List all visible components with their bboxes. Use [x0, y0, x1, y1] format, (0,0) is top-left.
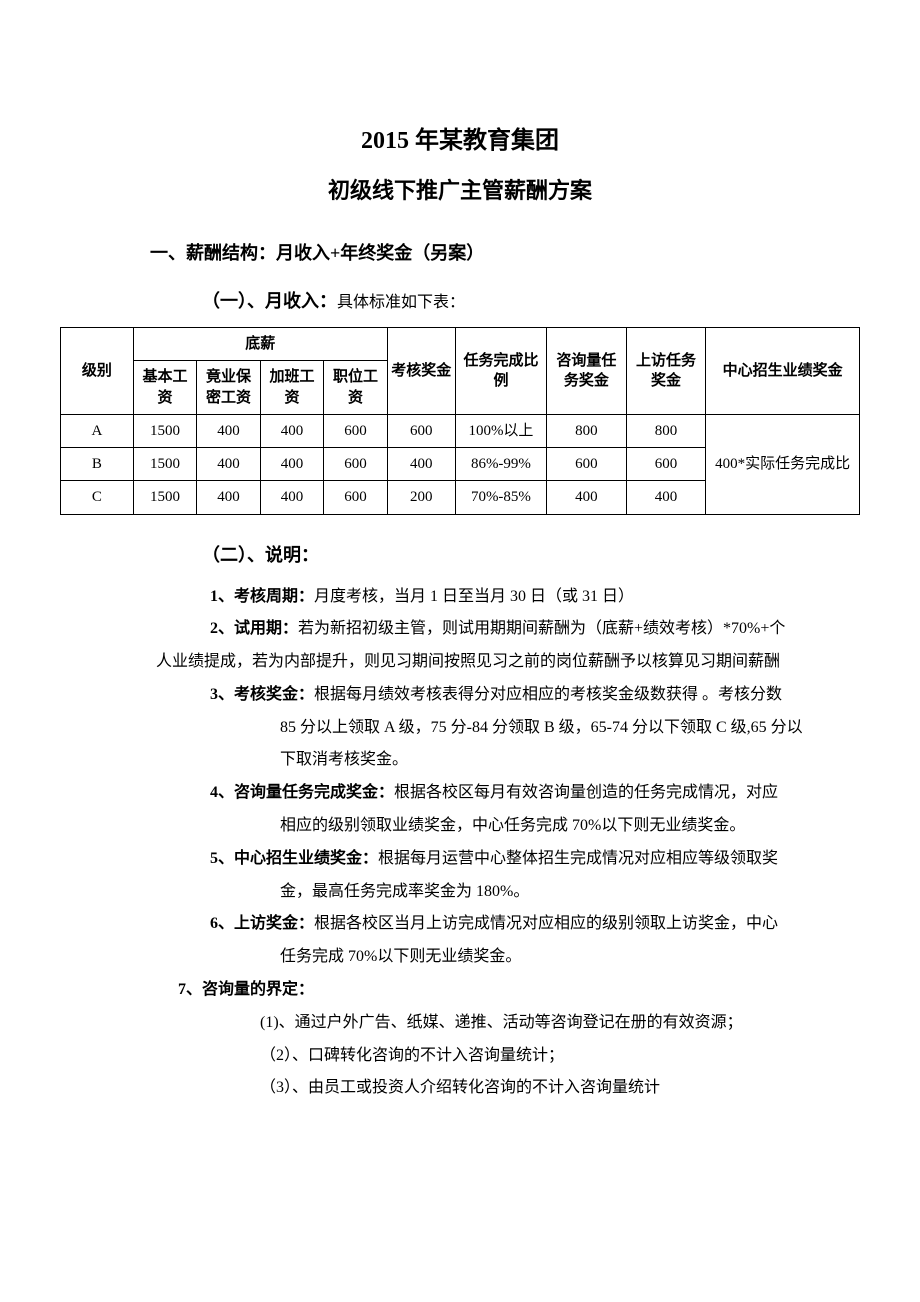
cell-overtime: 400	[260, 414, 324, 447]
note-2-text-a: 若为新招初级主管，则试用期期间薪酬为（底薪+绩效考核）*70%+个	[298, 620, 785, 637]
th-visit: 上访任务奖金	[626, 328, 706, 415]
note-7-label: 7、咨询量的界定：	[178, 981, 314, 998]
sub2-label: （二）、说明：	[202, 545, 319, 565]
note-7-b: （2）、口碑转化咨询的不计入咨询量统计；	[260, 1040, 860, 1073]
salary-table: 级别 底薪 考核奖金 任务完成比例 咨询量任务奖金 上访任务奖金 中心招生业绩奖…	[60, 327, 860, 515]
th-assess: 考核奖金	[387, 328, 455, 415]
cell-position: 600	[324, 414, 388, 447]
note-2-label: 2、试用期：	[210, 620, 298, 637]
note-7-heading: 7、咨询量的界定：	[178, 974, 860, 1007]
doc-subtitle: 初级线下推广主管薪酬方案	[60, 173, 860, 205]
cell-secrecy: 400	[197, 414, 261, 447]
note-4-line-a: 4、咨询量任务完成奖金：根据各校区每月有效咨询量创造的任务完成情况，对应	[210, 777, 860, 810]
note-7-a: (1)、通过户外广告、纸媒、递推、活动等咨询登记在册的有效资源；	[260, 1007, 860, 1040]
note-5-text-a: 根据每月运营中心整体招生完成情况对应相应等级领取奖	[378, 850, 778, 867]
note-3-line-b: 85 分以上领取 A 级，75 分-84 分领取 B 级，65-74 分以下领取…	[280, 712, 860, 745]
cell-ratio: 70%-85%	[455, 481, 546, 514]
cell-center-bonus: 400*实际任务完成比	[706, 414, 860, 514]
note-1-label: 1、考核周期：	[210, 588, 314, 605]
table-row: A 1500 400 400 600 600 100%以上 800 800 40…	[61, 414, 860, 447]
cell-secrecy: 400	[197, 481, 261, 514]
th-secrecy: 竟业保密工资	[197, 361, 261, 415]
note-1-text: 月度考核，当月 1 日至当月 30 日（或 31 日）	[314, 588, 634, 605]
cell-basic: 1500	[133, 481, 197, 514]
th-consult: 咨询量任务奖金	[547, 328, 627, 415]
note-3-line-a: 3、考核奖金：根据每月绩效考核表得分对应相应的考核奖金级数获得 。考核分数	[210, 679, 860, 712]
note-5-line-a: 5、中心招生业绩奖金：根据每月运营中心整体招生完成情况对应相应等级领取奖	[210, 843, 860, 876]
cell-consult: 400	[547, 481, 627, 514]
subsection-2: （二）、说明：	[202, 541, 860, 567]
cell-assess: 600	[387, 414, 455, 447]
subsection-1: （一）、月收入：具体标准如下表：	[202, 287, 860, 313]
table-header-row-1: 级别 底薪 考核奖金 任务完成比例 咨询量任务奖金 上访任务奖金 中心招生业绩奖…	[61, 328, 860, 361]
cell-position: 600	[324, 448, 388, 481]
cell-overtime: 400	[260, 448, 324, 481]
th-basic: 基本工资	[133, 361, 197, 415]
note-6-text-a: 根据各校区当月上访完成情况对应相应的级别领取上访奖金，中心	[314, 915, 778, 932]
note-5-line-b: 金，最高任务完成率奖金为 180%。	[280, 876, 860, 909]
cell-ratio: 86%-99%	[455, 448, 546, 481]
sub1-rest: 具体标准如下表：	[337, 294, 465, 311]
cell-level: C	[61, 481, 134, 514]
cell-visit: 400	[626, 481, 706, 514]
cell-level: B	[61, 448, 134, 481]
cell-consult: 800	[547, 414, 627, 447]
th-base-group: 底薪	[133, 328, 387, 361]
document-page: 2015 年某教育集团 初级线下推广主管薪酬方案 一、薪酬结构：月收入+年终奖金…	[0, 0, 920, 1302]
section-1-heading: 一、薪酬结构：月收入+年终奖金（另案）	[150, 239, 860, 265]
cell-ratio: 100%以上	[455, 414, 546, 447]
th-center: 中心招生业绩奖金	[706, 328, 860, 415]
note-3-text-a: 根据每月绩效考核表得分对应相应的考核奖金级数获得 。考核分数	[314, 686, 782, 703]
th-ratio: 任务完成比例	[455, 328, 546, 415]
note-2-line-b: 人业绩提成，若为内部提升，则见习期间按照见习之前的岗位薪酬予以核算见习期间薪酬	[156, 646, 860, 679]
note-2-line-a: 2、试用期：若为新招初级主管，则试用期期间薪酬为（底薪+绩效考核）*70%+个	[210, 613, 860, 646]
cell-basic: 1500	[133, 414, 197, 447]
cell-visit: 600	[626, 448, 706, 481]
notes-block: 1、考核周期：月度考核，当月 1 日至当月 30 日（或 31 日） 2、试用期…	[60, 581, 860, 1106]
note-3-label: 3、考核奖金：	[210, 686, 314, 703]
note-7-c: （3）、由员工或投资人介绍转化咨询的不计入咨询量统计	[260, 1072, 860, 1105]
cell-consult: 600	[547, 448, 627, 481]
th-position: 职位工资	[324, 361, 388, 415]
note-6-line-b: 任务完成 70%以下则无业绩奖金。	[280, 941, 860, 974]
note-4-label: 4、咨询量任务完成奖金：	[210, 784, 394, 801]
cell-secrecy: 400	[197, 448, 261, 481]
note-4-line-b: 相应的级别领取业绩奖金，中心任务完成 70%以下则无业绩奖金。	[280, 810, 860, 843]
cell-overtime: 400	[260, 481, 324, 514]
note-5-label: 5、中心招生业绩奖金：	[210, 850, 378, 867]
th-overtime: 加班工资	[260, 361, 324, 415]
cell-visit: 800	[626, 414, 706, 447]
cell-level: A	[61, 414, 134, 447]
doc-title: 2015 年某教育集团	[60, 120, 860, 155]
note-1: 1、考核周期：月度考核，当月 1 日至当月 30 日（或 31 日）	[210, 581, 860, 614]
th-level: 级别	[61, 328, 134, 415]
cell-basic: 1500	[133, 448, 197, 481]
sub1-label: （一）、月收入：	[202, 291, 337, 311]
note-4-text-a: 根据各校区每月有效咨询量创造的任务完成情况，对应	[394, 784, 778, 801]
cell-assess: 400	[387, 448, 455, 481]
cell-position: 600	[324, 481, 388, 514]
note-3-line-c: 下取消考核奖金。	[280, 744, 860, 777]
cell-assess: 200	[387, 481, 455, 514]
note-6-line-a: 6、上访奖金：根据各校区当月上访完成情况对应相应的级别领取上访奖金，中心	[210, 908, 860, 941]
note-6-label: 6、上访奖金：	[210, 915, 314, 932]
